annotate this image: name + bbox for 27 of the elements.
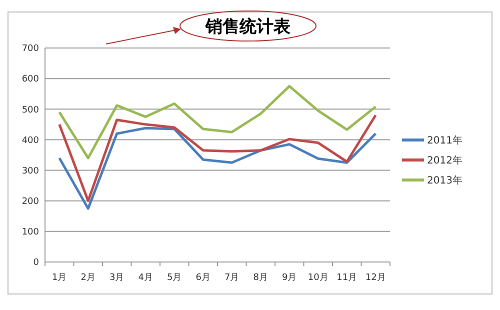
y-tick-label: 700 xyxy=(22,44,40,54)
y-tick-label: 400 xyxy=(22,136,40,146)
x-tick-label: 7月 xyxy=(224,273,240,283)
y-tick-label: 100 xyxy=(22,228,40,238)
x-tick-label: 11月 xyxy=(336,273,358,283)
x-tick-label: 6月 xyxy=(196,273,210,283)
x-tick-label: 8月 xyxy=(253,273,268,283)
chart-title: 销售统计表 xyxy=(204,17,292,37)
y-tick-label: 300 xyxy=(22,166,40,176)
line-series xyxy=(58,114,377,202)
x-tick-label: 9月 xyxy=(282,273,297,283)
legend-label: 2011年 xyxy=(427,134,462,146)
legend-label: 2012年 xyxy=(427,154,462,166)
y-tick-label: 0 xyxy=(33,258,40,268)
x-tick-label: 5月 xyxy=(167,273,182,283)
x-tick-label: 12月 xyxy=(365,273,386,283)
x-tick-label: 1月 xyxy=(52,273,67,283)
x-tick-label: 3月 xyxy=(110,273,124,283)
y-tick-label: 600 xyxy=(22,74,40,85)
x-tick-label: 2月 xyxy=(80,273,96,283)
legend-label: 2013年 xyxy=(427,174,462,186)
y-tick-label: 200 xyxy=(22,197,40,208)
x-tick-label: 4月 xyxy=(138,273,153,283)
line-series xyxy=(58,84,377,160)
x-tick-label: 10月 xyxy=(308,273,328,283)
y-tick-label: 500 xyxy=(22,105,40,116)
line-series xyxy=(58,126,377,210)
